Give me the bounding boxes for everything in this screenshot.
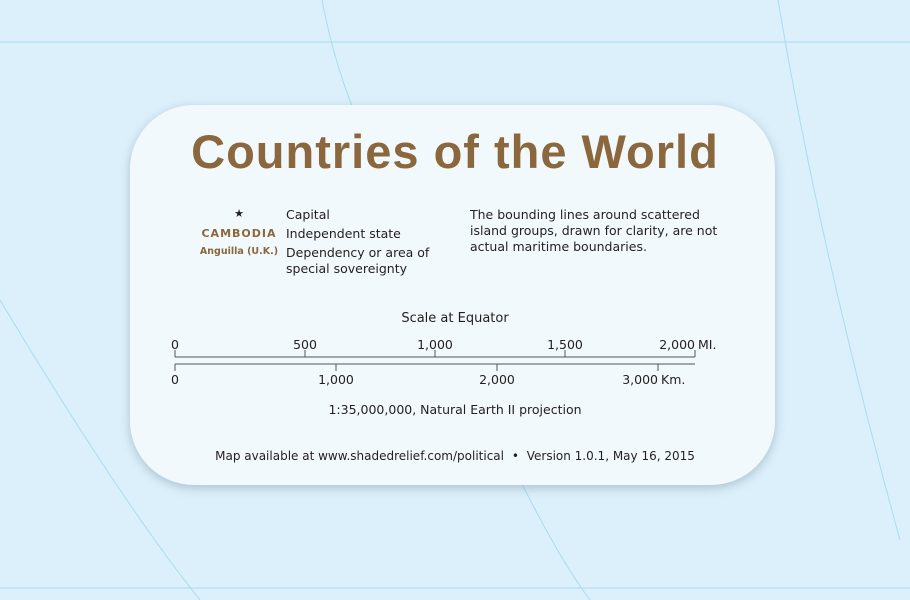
km-unit-label: Km. [661, 372, 685, 387]
bullet-separator: • [511, 449, 519, 463]
legend-label-independent-state: Independent state [286, 226, 401, 241]
graticule-line [0, 299, 201, 600]
star-icon: ★ [234, 207, 244, 220]
boundary-note: The bounding lines around scattered isla… [470, 207, 718, 254]
km-tick-label: 3,000 [622, 372, 658, 387]
km-tick-label: 2,000 [479, 372, 515, 387]
footer: Map available at www.shadedrelief.com/po… [0, 448, 910, 464]
footer-url-text: Map available at www.shadedrelief.com/po… [215, 449, 504, 463]
legend-label-dependency: Dependency or area of special sovereignt… [286, 245, 430, 276]
scale-ratio: 1:35,000,000, Natural Earth II projectio… [328, 402, 582, 417]
scale-title: Scale at Equator [401, 311, 509, 326]
graticule-line [777, 0, 901, 541]
miles-tick-label: 1,000 [417, 337, 453, 352]
miles-tick-label: 500 [293, 337, 317, 352]
legend-card [130, 105, 775, 485]
km-tick-label: 1,000 [318, 372, 354, 387]
footer-version: Version 1.0.1, May 16, 2015 [526, 449, 695, 463]
legend-symbol-independent-state: CAMBODIA [201, 227, 277, 240]
km-tick-label: 0 [171, 372, 179, 387]
graticule-line [519, 479, 591, 600]
miles-tick-label: 1,500 [547, 337, 583, 352]
miles-tick-label: 2,000 [659, 337, 695, 352]
legend-label-capital: Capital [286, 207, 330, 222]
legend-symbol-dependency: Anguilla (U.K.) [199, 246, 279, 257]
map-title: Countries of the World [191, 125, 719, 178]
miles-unit-label: MI. [698, 337, 716, 352]
miles-tick-label: 0 [171, 337, 179, 352]
